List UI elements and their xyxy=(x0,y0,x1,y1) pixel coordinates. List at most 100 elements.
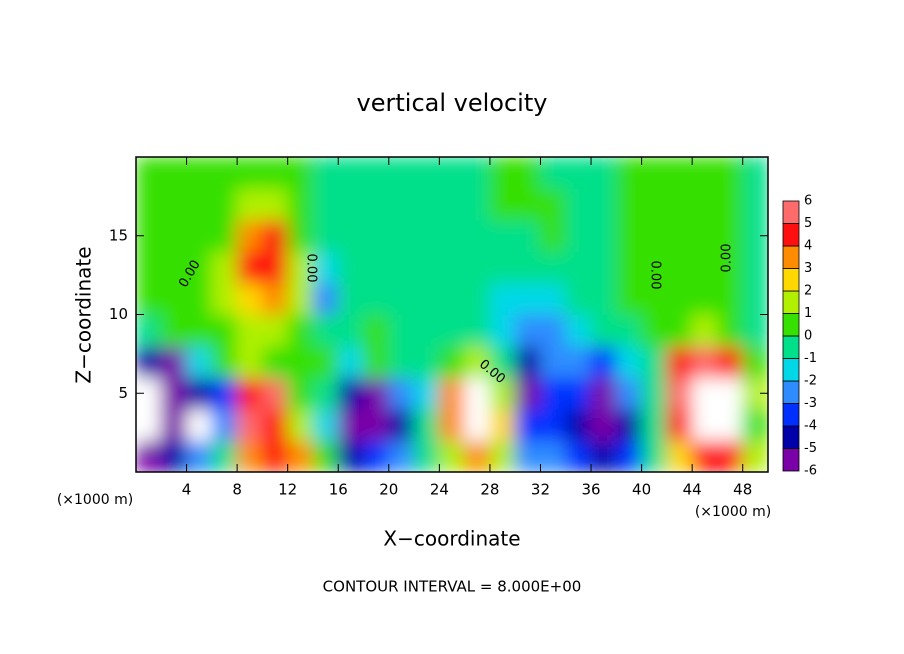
cell xyxy=(590,314,617,347)
cell xyxy=(211,377,238,410)
cell xyxy=(565,440,592,472)
cell xyxy=(413,188,440,221)
cell xyxy=(489,251,516,284)
cell xyxy=(211,157,238,189)
cell xyxy=(539,345,567,378)
cell xyxy=(337,251,365,284)
cell xyxy=(691,251,718,284)
field xyxy=(136,157,768,472)
cell xyxy=(136,314,162,347)
cell xyxy=(236,408,263,441)
cell xyxy=(160,314,188,347)
cell xyxy=(337,314,365,347)
cell xyxy=(742,282,768,315)
x-tick-label: 44 xyxy=(683,481,702,499)
colorbar-swatch xyxy=(782,448,800,472)
cell xyxy=(464,440,491,472)
cell xyxy=(716,188,744,221)
cell xyxy=(565,219,592,252)
cell xyxy=(287,345,314,378)
cell xyxy=(489,377,516,410)
cell xyxy=(312,157,339,189)
cell xyxy=(438,314,466,347)
cell xyxy=(489,282,516,315)
cell xyxy=(666,219,693,252)
y-tick-label: 10 xyxy=(109,305,128,323)
cell xyxy=(641,251,668,284)
footer-note: CONTOUR INTERVAL = 8.000E+00 xyxy=(323,578,582,596)
cell xyxy=(691,219,718,252)
cell xyxy=(388,282,415,315)
cell xyxy=(514,157,541,189)
cell xyxy=(691,377,718,410)
cell xyxy=(514,219,541,252)
cell xyxy=(287,219,314,252)
cell xyxy=(337,219,365,252)
cell xyxy=(716,440,744,472)
x-axis-label: X−coordinate xyxy=(383,527,520,551)
cell xyxy=(489,314,516,347)
cell xyxy=(489,188,516,221)
cell xyxy=(337,188,365,221)
cell xyxy=(514,251,541,284)
cell xyxy=(236,219,263,252)
cell xyxy=(388,157,415,189)
cell xyxy=(565,345,592,378)
cell xyxy=(514,188,541,221)
x-tick-label: 40 xyxy=(632,481,651,499)
cell xyxy=(742,251,768,284)
cell xyxy=(261,377,289,410)
cell xyxy=(641,219,668,252)
cell xyxy=(438,408,466,441)
cell xyxy=(615,377,643,410)
cell xyxy=(590,251,617,284)
cell xyxy=(514,440,541,472)
colorbar-label: -2 xyxy=(804,374,817,389)
cell xyxy=(742,314,768,347)
cell xyxy=(464,219,491,252)
cell xyxy=(337,282,365,315)
cell xyxy=(363,440,390,472)
cell xyxy=(413,440,440,472)
cell xyxy=(539,377,567,410)
cell xyxy=(514,314,541,347)
cell xyxy=(261,251,289,284)
cell xyxy=(186,440,213,472)
cell xyxy=(742,408,768,441)
colorbar-label: 2 xyxy=(804,284,812,299)
colorbar-swatch xyxy=(782,200,800,224)
cell xyxy=(287,251,314,284)
cell xyxy=(590,408,617,441)
cell xyxy=(666,188,693,221)
cell xyxy=(388,314,415,347)
cell xyxy=(590,440,617,472)
y-tick-label: 5 xyxy=(118,384,128,402)
colorbar-swatch xyxy=(782,335,800,359)
cell xyxy=(236,157,263,189)
colorbar-label: -6 xyxy=(804,464,817,479)
cell xyxy=(641,345,668,378)
cell xyxy=(413,345,440,378)
cell xyxy=(691,408,718,441)
cell xyxy=(489,219,516,252)
cell xyxy=(236,188,263,221)
cell xyxy=(565,188,592,221)
cell xyxy=(691,314,718,347)
cell xyxy=(742,188,768,221)
cell xyxy=(666,377,693,410)
colorbar-swatch xyxy=(782,268,800,292)
cell xyxy=(136,440,162,472)
cell xyxy=(666,251,693,284)
cell xyxy=(691,188,718,221)
cell xyxy=(615,157,643,189)
cell xyxy=(666,408,693,441)
cell xyxy=(312,251,339,284)
cell xyxy=(742,440,768,472)
cell xyxy=(438,188,466,221)
cell xyxy=(438,282,466,315)
cell xyxy=(413,377,440,410)
y-axis-label: Z−coordinate xyxy=(72,246,96,383)
cell xyxy=(539,188,567,221)
cell xyxy=(287,377,314,410)
cell xyxy=(641,440,668,472)
